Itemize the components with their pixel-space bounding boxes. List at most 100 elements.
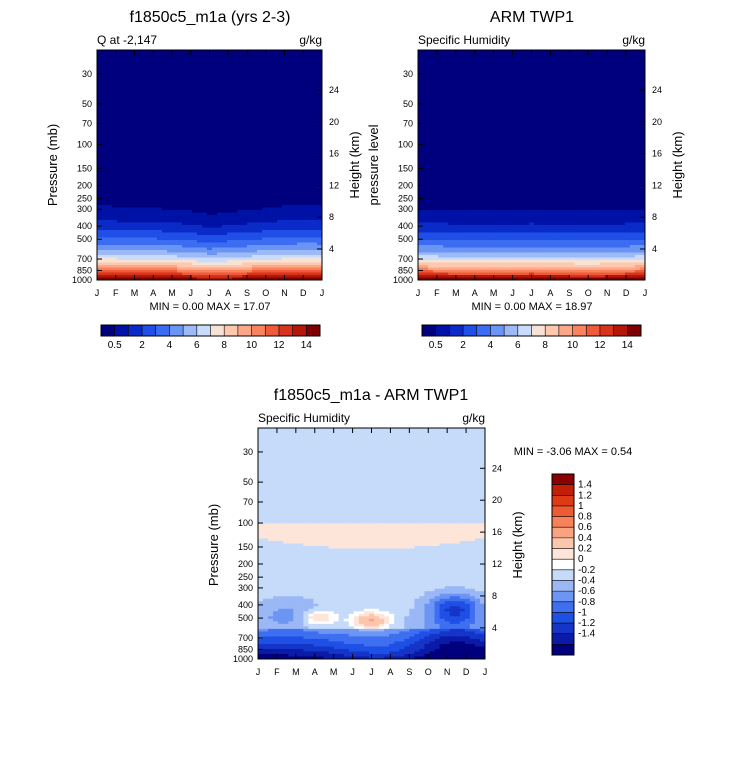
humidity-cell	[212, 165, 218, 168]
humidity-cell	[207, 215, 213, 218]
humidity-cell	[157, 200, 163, 203]
humidity-cell	[237, 110, 243, 113]
humidity-cell	[202, 275, 208, 278]
humidity-cell	[127, 75, 133, 78]
humidity-cell	[317, 115, 323, 118]
humidity-cell	[257, 90, 263, 93]
humidity-cell	[107, 125, 113, 128]
humidity-cell	[202, 142, 208, 146]
humidity-cell	[282, 132, 288, 136]
humidity-cell	[247, 265, 253, 268]
humidity-cell	[167, 145, 173, 148]
humidity-cell	[127, 245, 133, 248]
colorbar-swatch	[237, 325, 252, 336]
colorbar-label: 2	[139, 340, 145, 351]
humidity-cell	[127, 195, 133, 198]
humidity-cell	[267, 230, 273, 233]
humidity-cell	[418, 262, 424, 266]
humidity-cell	[102, 205, 108, 208]
humidity-cell	[292, 72, 298, 76]
humidity-cell	[428, 237, 434, 241]
humidity-cell	[242, 82, 248, 86]
humidity-cell	[292, 180, 298, 183]
humidity-cell	[277, 260, 283, 263]
humidity-cell	[137, 230, 143, 233]
humidity-cell	[197, 72, 203, 76]
humidity-cell	[312, 125, 318, 128]
humidity-cell	[297, 120, 303, 123]
humidity-cell	[252, 107, 258, 111]
humidity-cell	[297, 257, 303, 261]
humidity-cell	[167, 205, 173, 208]
humidity-cell	[117, 240, 123, 243]
humidity-cell	[438, 270, 444, 273]
humidity-cell	[222, 125, 228, 128]
humidity-cell	[287, 220, 293, 223]
humidity-cell	[162, 107, 168, 111]
humidity-cell	[292, 260, 298, 263]
humidity-cell	[312, 70, 318, 73]
humidity-cell	[443, 77, 449, 81]
humidity-cell	[252, 177, 258, 181]
humidity-cell	[257, 205, 263, 208]
humidity-cell	[177, 55, 183, 58]
humidity-cell	[112, 142, 118, 146]
humidity-cell	[182, 155, 188, 158]
humidity-cell	[232, 145, 238, 148]
humidity-cell	[157, 140, 163, 143]
humidity-cell	[97, 155, 103, 158]
humidity-cell	[428, 107, 434, 111]
humidity-cell	[152, 220, 158, 223]
humidity-cell	[312, 225, 318, 228]
humidity-cell	[172, 160, 178, 163]
humidity-cell	[227, 197, 233, 201]
humidity-cell	[102, 82, 108, 86]
humidity-cell	[242, 182, 248, 186]
humidity-cell	[423, 272, 429, 276]
humidity-cell	[418, 190, 424, 193]
humidity-cell	[192, 60, 198, 63]
humidity-cell	[423, 187, 429, 191]
humidity-cell	[137, 130, 143, 133]
humidity-cell	[217, 65, 223, 68]
humidity-cell	[202, 135, 208, 138]
humidity-cell	[453, 160, 459, 163]
humidity-cell	[97, 265, 103, 268]
humidity-cell	[232, 102, 238, 106]
humidity-cell	[107, 57, 113, 61]
humidity-cell	[282, 110, 288, 113]
humidity-cell	[192, 132, 198, 136]
humidity-cell	[117, 90, 123, 93]
humidity-cell	[147, 107, 153, 111]
humidity-cell	[312, 185, 318, 188]
humidity-cell	[207, 252, 213, 256]
humidity-cell	[237, 252, 243, 256]
humidity-cell	[418, 232, 424, 236]
humidity-cell	[247, 135, 253, 138]
humidity-cell	[172, 50, 178, 53]
humidity-cell	[297, 245, 303, 248]
humidity-cell	[157, 102, 163, 106]
humidity-cell	[232, 160, 238, 163]
humidity-cell	[448, 147, 454, 151]
humidity-cell	[197, 242, 203, 246]
humidity-cell	[262, 170, 268, 173]
humidity-cell	[147, 170, 153, 173]
humidity-cell	[112, 220, 118, 223]
humidity-cell	[167, 152, 173, 156]
humidity-cell	[137, 120, 143, 123]
humidity-cell	[262, 247, 268, 251]
humidity-cell	[227, 275, 233, 278]
humidity-cell	[418, 187, 424, 191]
humidity-cell	[433, 97, 439, 101]
humidity-cell	[443, 100, 449, 103]
humidity-cell	[172, 267, 178, 271]
humidity-cell	[222, 212, 228, 216]
humidity-cell	[182, 135, 188, 138]
humidity-cell	[292, 165, 298, 168]
humidity-cell	[117, 142, 123, 146]
humidity-cell	[443, 257, 449, 261]
humidity-cell	[307, 125, 313, 128]
humidity-cell	[112, 240, 118, 243]
humidity-cell	[212, 222, 218, 226]
